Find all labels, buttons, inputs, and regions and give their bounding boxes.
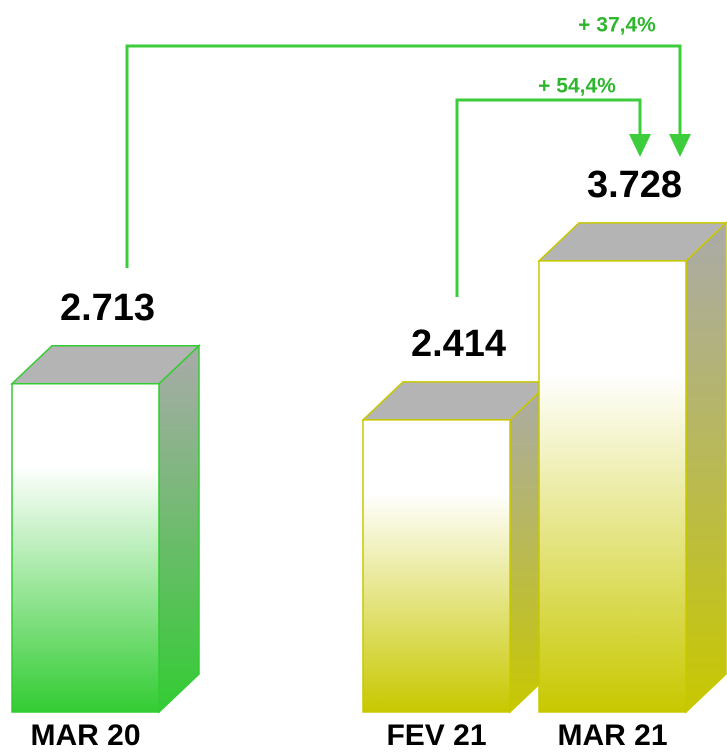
annotation: + 54,4% xyxy=(538,75,616,98)
bar-side xyxy=(685,221,727,714)
bar-front xyxy=(538,260,687,713)
bar xyxy=(10,343,201,714)
bar xyxy=(537,221,727,714)
arrow-head xyxy=(629,134,651,157)
bar-front xyxy=(11,382,160,713)
change-arrow xyxy=(125,44,682,268)
x-tick-label: FEV 21 xyxy=(386,719,486,752)
annotation: + 37,4% xyxy=(578,14,656,37)
value-label: 3.728 xyxy=(587,164,682,206)
arrow-head xyxy=(669,134,691,157)
x-tick-label: MAR 20 xyxy=(30,719,140,752)
bar-side xyxy=(158,343,200,714)
bar xyxy=(361,380,552,714)
value-label: 2.713 xyxy=(60,287,155,329)
x-tick-label: MAR 21 xyxy=(557,719,667,752)
bar-front xyxy=(362,419,511,713)
change-arrow xyxy=(455,98,642,297)
value-label: 2.414 xyxy=(411,323,506,365)
